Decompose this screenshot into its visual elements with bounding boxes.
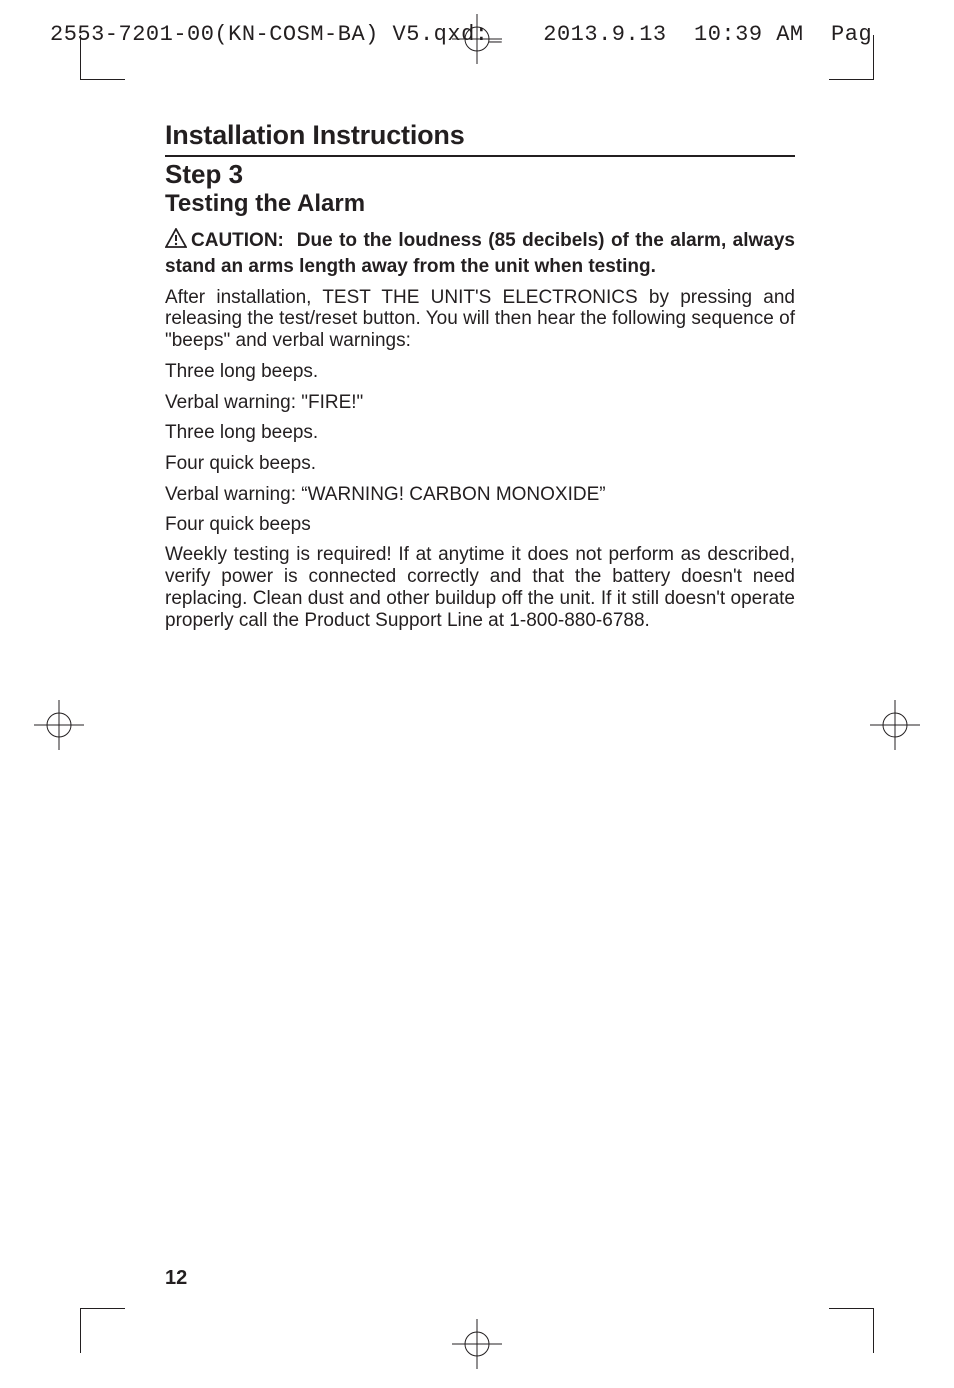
registration-mark-top	[452, 14, 502, 69]
title-rule	[165, 155, 795, 157]
sequence-line-4: Four quick beeps.	[165, 452, 795, 477]
closing-paragraph: Weekly testing is required! If at anytim…	[165, 544, 795, 631]
page-content: Installation Instructions Step 3 Testing…	[165, 120, 795, 640]
sequence-line-6: Four quick beeps	[165, 513, 795, 538]
caution-block: CAUTION: Due to the loudness (85 decibel…	[165, 228, 795, 279]
file-time: 10:39 AM	[694, 22, 804, 47]
crop-mark-top-right	[829, 35, 874, 80]
crop-mark-bottom-right	[829, 1308, 874, 1353]
sequence-line-2: Verbal warning: "FIRE!"	[165, 391, 795, 416]
caution-label: CAUTION:	[191, 230, 284, 251]
crop-mark-bottom-left	[80, 1308, 125, 1353]
sequence-line-1: Three long beeps.	[165, 360, 795, 385]
registration-mark-left	[34, 700, 84, 755]
page-number: 12	[165, 1267, 187, 1290]
sequence-line-3: Three long beeps.	[165, 421, 795, 446]
section-title: Installation Instructions	[165, 120, 795, 151]
warning-icon	[165, 228, 187, 255]
step-heading: Step 3	[165, 159, 795, 190]
registration-mark-bottom	[452, 1319, 502, 1374]
file-date: 2013.9.13	[543, 22, 666, 47]
subsection-title: Testing the Alarm	[165, 190, 795, 218]
crop-mark-top-left	[80, 35, 125, 80]
sequence-line-5: Verbal warning: “WARNING! CARBON MONOXID…	[165, 483, 795, 508]
intro-paragraph: After installation, TEST THE UNIT'S ELEC…	[165, 287, 795, 353]
registration-mark-right	[870, 700, 920, 755]
